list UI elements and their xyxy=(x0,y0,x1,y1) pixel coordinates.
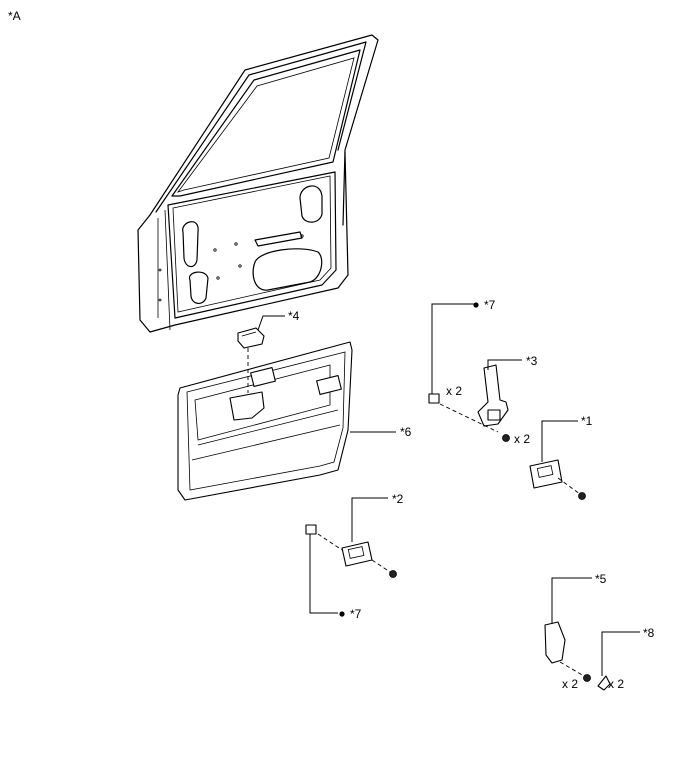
callout-3: *3 xyxy=(526,354,538,368)
callout-7-top: *7 xyxy=(484,298,496,312)
callout-4: *4 xyxy=(288,309,300,323)
door-trim-panel xyxy=(177,341,353,501)
part-1-switch-bezel xyxy=(529,459,586,500)
callout-8: *8 xyxy=(643,626,655,640)
callout-5: *5 xyxy=(595,572,607,586)
callout-1: *1 xyxy=(581,414,593,428)
door-frame xyxy=(137,34,379,333)
callout-6: *6 xyxy=(400,425,412,439)
part-4-handle xyxy=(237,327,265,393)
leader-lines xyxy=(257,302,640,676)
qty-clip-top: x 2 xyxy=(446,384,462,398)
part-8-cap xyxy=(597,675,611,691)
callout-2: *2 xyxy=(392,492,404,506)
qty-part-8: x 2 xyxy=(608,677,624,691)
part-3-bracket xyxy=(428,364,510,442)
part-2-switch-bezel xyxy=(305,524,397,578)
qty-screw-3: x 2 xyxy=(514,432,530,446)
view-label: *A xyxy=(8,9,21,23)
part-5-cover xyxy=(544,621,591,682)
qty-screw-5: x 2 xyxy=(562,677,578,691)
callout-7-bottom: *7 xyxy=(350,607,362,621)
